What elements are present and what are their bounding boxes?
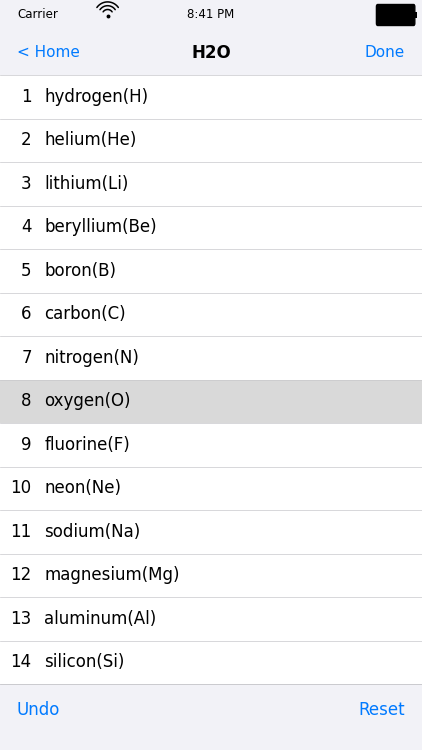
Text: neon(Ne): neon(Ne) [44,479,121,497]
Text: < Home: < Home [17,45,80,60]
Bar [0,75,422,684]
Text: sodium(Na): sodium(Na) [44,523,141,541]
Text: carbon(C): carbon(C) [44,305,126,323]
Text: aluminum(Al): aluminum(Al) [44,610,157,628]
Text: 4: 4 [21,218,32,236]
Text: hydrogen(H): hydrogen(H) [44,88,149,106]
Text: Done: Done [365,45,405,60]
Text: 13: 13 [11,610,32,628]
Text: lithium(Li): lithium(Li) [44,175,129,193]
Text: 9: 9 [21,436,32,454]
Text: Undo: Undo [17,700,60,718]
Text: Reset: Reset [359,700,405,718]
Bar [0,684,422,735]
Text: 6: 6 [21,305,32,323]
Text: 8:41 PM: 8:41 PM [187,8,235,22]
Text: nitrogen(N): nitrogen(N) [44,349,139,367]
Bar [414,12,417,18]
Text: 5: 5 [21,262,32,280]
FancyBboxPatch shape [376,4,415,26]
Text: 7: 7 [21,349,32,367]
Text: 1: 1 [21,88,32,106]
Text: 2: 2 [21,131,32,149]
Text: 14: 14 [11,653,32,671]
Text: magnesium(Mg): magnesium(Mg) [44,566,180,584]
Text: boron(B): boron(B) [44,262,116,280]
Text: oxygen(O): oxygen(O) [44,392,131,410]
Text: beryllium(Be): beryllium(Be) [44,218,157,236]
Text: H2O: H2O [191,44,231,62]
Text: fluorine(F): fluorine(F) [44,436,130,454]
Text: 10: 10 [11,479,32,497]
Text: 8: 8 [21,392,32,410]
Text: silicon(Si): silicon(Si) [44,653,124,671]
Text: helium(He): helium(He) [44,131,137,149]
Text: 3: 3 [21,175,32,193]
Text: 12: 12 [11,566,32,584]
Text: 11: 11 [11,523,32,541]
Text: Carrier: Carrier [17,8,58,22]
Bar [0,380,422,423]
